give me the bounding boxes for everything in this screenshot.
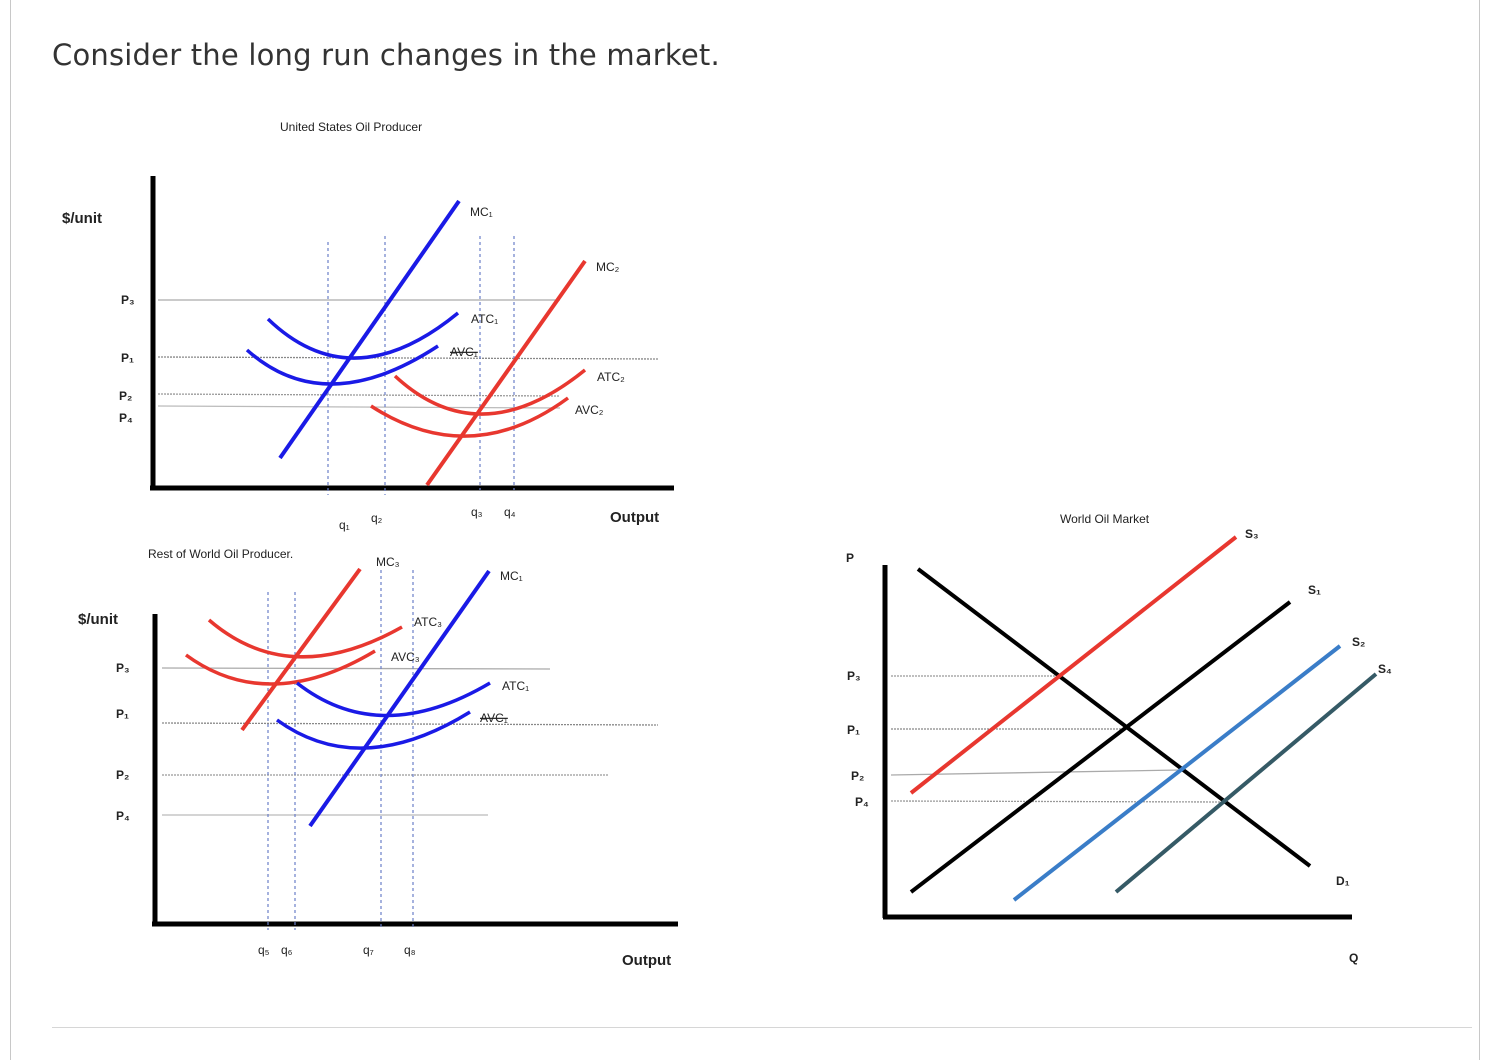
us-y-axis-label: $/unit	[62, 210, 102, 227]
world-panel-title: World Oil Market	[1060, 512, 1150, 526]
world-d1-label: D₁	[1336, 874, 1350, 888]
world-s1-label: S₁	[1308, 583, 1321, 597]
world-price-label-p4: P₄	[855, 795, 869, 809]
us-mc1-label: MC₁	[470, 205, 493, 219]
row-avc3-curve	[184, 649, 376, 686]
us-producer-panel: United States Oil Producer $/unit MC₁ AT…	[62, 120, 674, 532]
us-price-label-p2: P₂	[119, 389, 132, 403]
question-text: Consider the long run changes in the mar…	[52, 38, 720, 72]
row-producer-panel: Rest of World Oil Producer. $/unit MC₃ A…	[78, 547, 678, 969]
row-price-label-p4: P₄	[116, 809, 130, 823]
row-y-axis-label: $/unit	[78, 611, 118, 628]
row-mc1-label: MC₁	[500, 569, 523, 583]
row-q8-label: q₈	[404, 943, 416, 957]
world-x-axis-label: Q	[1349, 951, 1358, 965]
world-s3-label: S₃	[1245, 527, 1259, 541]
world-market-panel: World Oil Market P S₃ S₁ S₂ S₄ D₁ P₃ P₁ …	[846, 512, 1392, 965]
us-q3-label: q₃	[471, 505, 483, 519]
row-p3-guide	[161, 667, 551, 670]
row-p1-guide	[161, 722, 659, 726]
content-frame	[10, 0, 1480, 1060]
us-p1-guide	[157, 356, 659, 360]
world-d1-curve	[916, 567, 1312, 868]
us-atc1-label: ATC₁	[471, 312, 498, 326]
us-atc2-label: ATC₂	[597, 370, 625, 384]
divider	[52, 1027, 1472, 1028]
row-mc3-curve	[240, 567, 362, 732]
world-s4-label: S₄	[1378, 662, 1392, 676]
row-price-label-p1: P₁	[116, 707, 129, 721]
us-x-axis-label: Output	[610, 509, 659, 526]
us-price-label-p3: P₃	[121, 293, 135, 307]
row-mc1-curve	[308, 569, 491, 828]
world-price-label-p2: P₂	[851, 769, 864, 783]
row-price-label-p3: P₃	[116, 661, 130, 675]
row-q6-label: q₆	[281, 943, 293, 957]
world-price-label-p3: P₃	[847, 669, 861, 683]
world-s1-curve	[909, 600, 1292, 894]
world-p2-guide	[890, 769, 1181, 776]
us-mc1-curve	[278, 199, 461, 460]
us-panel-title: United States Oil Producer	[280, 120, 422, 134]
us-avc2-curve	[370, 396, 570, 438]
row-price-label-p2: P₂	[116, 768, 129, 782]
us-q4-label: q₄	[504, 505, 516, 519]
world-y-axis-label: P	[846, 551, 854, 565]
us-atc2-curve	[393, 368, 587, 416]
row-avc1-curve	[275, 710, 471, 750]
row-q7-label: q₇	[363, 943, 374, 957]
row-x-axis-label: Output	[622, 952, 671, 969]
row-atc3-curve	[207, 618, 403, 659]
row-avc3-label: AVC₃	[391, 650, 420, 664]
row-atc1-label: ATC₁	[502, 679, 529, 693]
us-avc1-curve	[245, 344, 439, 386]
us-price-label-p1: P₁	[121, 351, 134, 365]
world-s2-curve	[1012, 644, 1342, 902]
economics-diagram: United States Oil Producer $/unit MC₁ AT…	[62, 120, 1392, 969]
us-price-label-p4: P₄	[119, 411, 133, 425]
us-mc2-label: MC₂	[596, 260, 620, 274]
row-avc1-label: AVC₁	[480, 711, 508, 725]
us-avc2-label: AVC₂	[575, 403, 604, 417]
world-s4-curve	[1114, 672, 1378, 894]
us-q1-label: q₁	[339, 518, 350, 532]
row-atc1-curve	[295, 681, 491, 718]
world-p4-guide	[890, 800, 1221, 803]
us-p4-guide	[157, 405, 561, 409]
us-mc2-curve	[425, 259, 587, 487]
row-panel-title: Rest of World Oil Producer.	[148, 547, 293, 561]
row-q5-label: q₅	[258, 943, 270, 957]
row-mc3-label: MC₃	[376, 555, 400, 569]
world-price-label-p1: P₁	[847, 723, 860, 737]
us-q2-label: q₂	[371, 511, 383, 525]
row-atc3-label: ATC₃	[414, 615, 442, 629]
us-atc1-curve	[266, 311, 460, 360]
world-s2-label: S₂	[1352, 635, 1365, 649]
us-avc1-label: AVC₁	[450, 345, 478, 359]
us-p2-guide	[157, 393, 561, 397]
world-s3-curve	[909, 535, 1238, 795]
